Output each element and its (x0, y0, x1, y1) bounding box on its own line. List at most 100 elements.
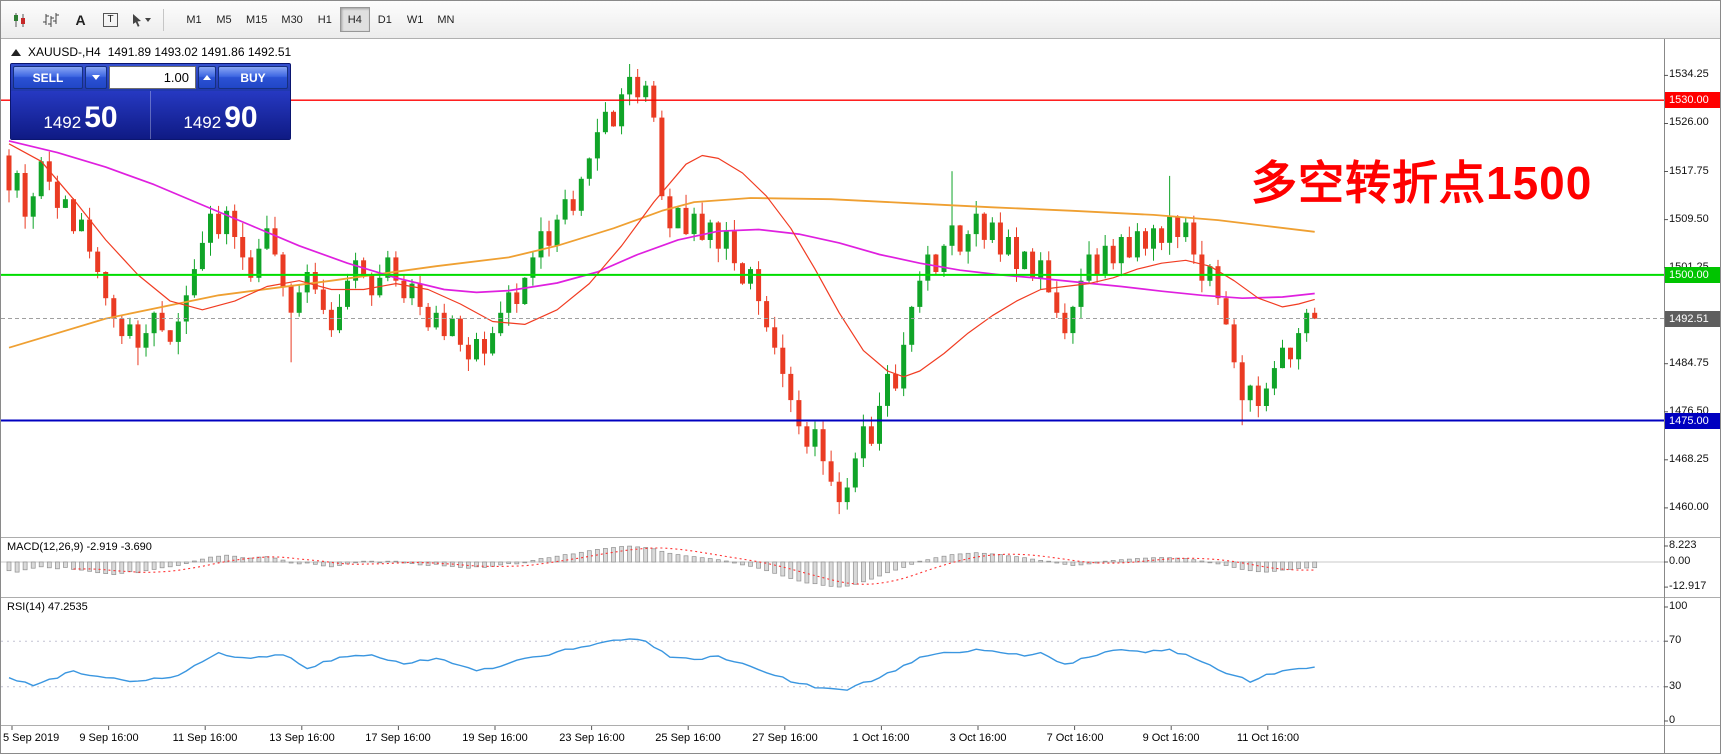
candle-body (627, 76, 633, 95)
candle-body (345, 280, 350, 307)
candle-body (877, 405, 882, 444)
candlestick-chart-icon[interactable] (7, 7, 34, 33)
candle-body (731, 231, 737, 264)
macd-bar (280, 559, 286, 563)
macd-bar (1191, 559, 1197, 563)
chart-symbol-line: XAUUSD-,H4 1491.89 1493.02 1491.86 1492.… (11, 45, 291, 59)
candle-body (860, 426, 866, 459)
macd-bar (933, 557, 939, 563)
macd-bar (667, 552, 673, 563)
candle-body (1014, 237, 1019, 269)
candle-body (79, 219, 84, 232)
timeframe-button-m1[interactable]: M1 (179, 7, 209, 32)
timeframe-button-mn[interactable]: MN (430, 7, 461, 32)
candle-body (997, 222, 1003, 255)
sell-button[interactable]: SELL (13, 66, 83, 89)
macd-bar (538, 558, 544, 563)
candle-body (522, 277, 528, 304)
candle-body (651, 85, 657, 118)
buy-price-display[interactable]: 1492 90 (150, 91, 290, 139)
bars-glyph (42, 12, 59, 27)
macd-bar (151, 561, 157, 570)
macd-bar (46, 561, 52, 569)
main-toolbar: A T M1 M5 M15 M30 H1 H4 D1 W1 MN (1, 1, 1720, 39)
macd-bar (38, 561, 44, 568)
candle-body (71, 199, 76, 232)
candle-body (1223, 298, 1229, 325)
macd-bar (651, 548, 657, 563)
macd-bar (1272, 561, 1277, 572)
candle-body (304, 272, 310, 293)
macd-bar (1030, 558, 1035, 563)
macd-bar (30, 561, 36, 569)
candle-body (1070, 306, 1076, 334)
candle-body (619, 94, 625, 127)
macd-bar (385, 560, 391, 563)
volume-increase-button[interactable] (198, 66, 216, 89)
macd-indicator-label: MACD(12,26,9) -2.919 -3.690 (7, 541, 152, 553)
buy-button[interactable]: BUY (218, 66, 288, 89)
candle-body (1046, 260, 1052, 293)
candle-body (611, 111, 616, 127)
candle-body (417, 283, 423, 307)
crosshair-tool-icon[interactable] (127, 7, 154, 33)
candle-body (1038, 260, 1044, 278)
macd-bar (14, 561, 20, 573)
macd-bar (772, 561, 778, 574)
macd-bar (183, 561, 189, 564)
macd-bar (852, 561, 858, 585)
timeframe-button-w1[interactable]: W1 (400, 7, 431, 32)
candle-body (901, 344, 907, 389)
candle-body (1005, 237, 1011, 255)
sell-price-display[interactable]: 1492 50 (11, 91, 150, 139)
textbox-tool-icon[interactable]: T (97, 7, 124, 33)
candle-body (224, 210, 230, 235)
bar-chart-icon[interactable] (37, 7, 64, 33)
volume-input[interactable] (109, 66, 196, 89)
candle-body (586, 158, 592, 179)
text-tool-icon[interactable]: A (67, 7, 94, 33)
buy-price-main: 1492 (183, 113, 222, 132)
candle-body (804, 426, 810, 447)
macd-bar (216, 555, 221, 563)
macd-bar (111, 561, 117, 575)
candle-body (490, 333, 496, 354)
symbol-name: XAUUSD-,H4 (28, 45, 101, 59)
candle-body (433, 312, 439, 328)
macd-bar (224, 554, 229, 563)
macd-bar (1255, 561, 1261, 573)
macd-bar (828, 561, 834, 587)
candle-body (248, 257, 254, 278)
candle-body (893, 373, 899, 389)
one-click-collapse-icon[interactable] (11, 48, 21, 56)
macd-bar (1215, 561, 1221, 565)
candle-body (1022, 251, 1028, 270)
candle-body (1030, 251, 1036, 278)
candle-body (659, 117, 665, 197)
macd-bar (901, 561, 907, 568)
volume-dropdown-button[interactable] (85, 66, 107, 89)
macd-bar (232, 555, 238, 563)
timeframe-button-m5[interactable]: M5 (209, 7, 239, 32)
timeframe-button-d1[interactable]: D1 (370, 7, 400, 32)
macd-bar (192, 560, 197, 563)
ma-line-fast (8, 143, 1315, 378)
macd-bar (740, 561, 745, 566)
candle-body (191, 269, 197, 296)
candle-body (1054, 292, 1060, 313)
candle-body (143, 333, 149, 348)
macd-bar (1038, 560, 1044, 563)
macd-bar (998, 554, 1003, 563)
macd-bar (1006, 555, 1011, 563)
timeframe-button-h1[interactable]: H1 (310, 7, 340, 32)
timeframe-button-h4[interactable]: H4 (339, 7, 370, 32)
candle-body (917, 280, 923, 307)
candle-body (240, 237, 246, 258)
candle-body (135, 324, 141, 348)
timeframe-button-m30[interactable]: M30 (274, 7, 309, 32)
macd-bar (732, 561, 737, 564)
macd-bar (329, 561, 334, 568)
timeframe-button-m15[interactable]: M15 (239, 7, 274, 32)
candle-body (780, 347, 786, 374)
candle-body (1143, 231, 1148, 249)
